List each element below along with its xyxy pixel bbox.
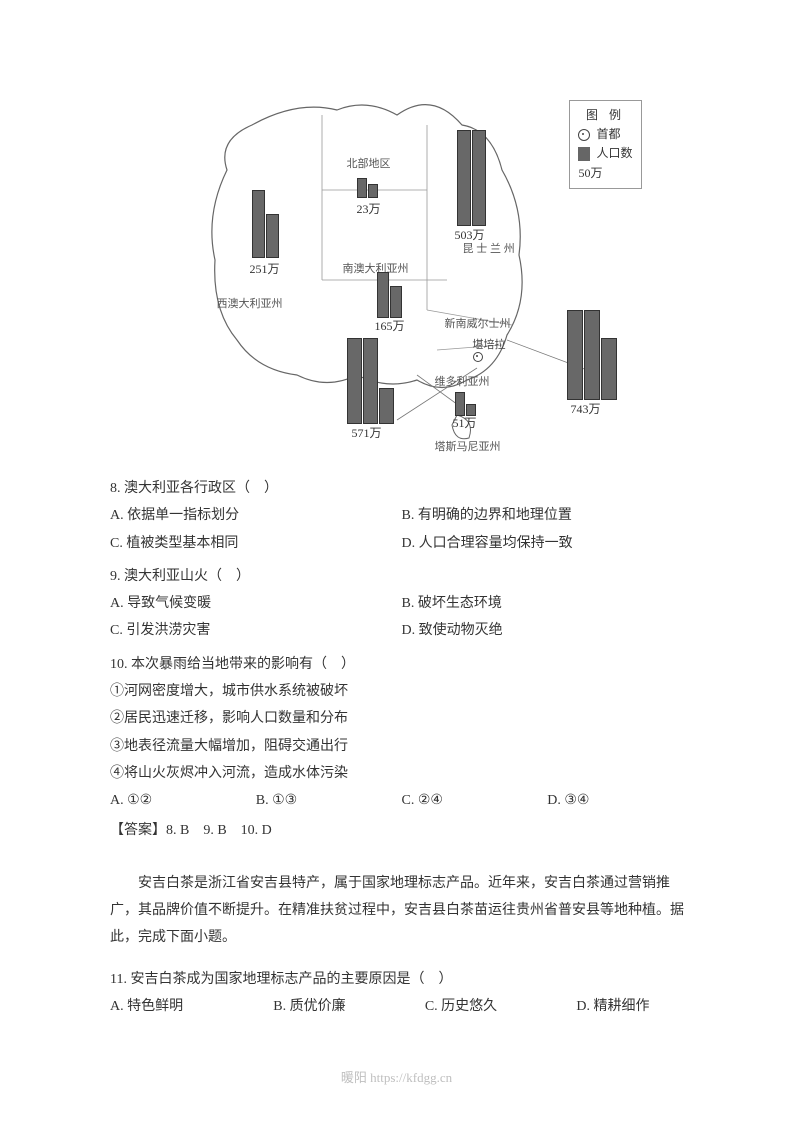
q10-opt-d: D. ③④ bbox=[547, 787, 693, 814]
population-bar bbox=[357, 178, 367, 198]
q10-item-3: ③地表径流量大幅增加，阻碍交通出行 bbox=[110, 733, 693, 760]
question-9: 9. 澳大利亚山火（ ） A. 导致气候变暖 B. 破坏生态环境 C. 引发洪涝… bbox=[110, 563, 693, 645]
population-bar bbox=[457, 130, 471, 226]
q9-opt-b: B. 破坏生态环境 bbox=[402, 590, 694, 617]
capital-icon bbox=[578, 129, 590, 141]
population-bar-group bbox=[347, 338, 394, 424]
q11-opt-c: C. 历史悠久 bbox=[425, 993, 577, 1020]
q10-item-4: ④将山火灰烬冲入河流，造成水体污染 bbox=[110, 760, 693, 787]
population-bar bbox=[455, 392, 465, 416]
passage-anji: 安吉白茶是浙江省安吉县特产，属于国家地理标志产品。近年来，安吉白茶通过营销推广，… bbox=[110, 870, 693, 952]
q10-item-2: ②居民迅速迁移，影响人口数量和分布 bbox=[110, 705, 693, 732]
population-value: 51万 bbox=[453, 414, 477, 431]
population-bar-group bbox=[357, 178, 378, 198]
legend-capital-label: 首都 bbox=[596, 125, 620, 144]
population-bar bbox=[567, 310, 583, 400]
population-bar bbox=[390, 286, 402, 318]
population-bar bbox=[347, 338, 362, 424]
population-value: 571万 bbox=[352, 424, 382, 441]
q9-opt-c: C. 引发洪涝灾害 bbox=[110, 617, 402, 644]
legend-title: 图 例 bbox=[578, 106, 632, 125]
capital-name: 堪培拉 bbox=[473, 339, 506, 351]
region-label: 西澳大利亚州 bbox=[217, 295, 283, 311]
legend-pop-label: 人口数 bbox=[596, 144, 632, 163]
population-bar-group bbox=[567, 310, 617, 400]
q8-opt-d: D. 人口合理容量均保持一致 bbox=[402, 530, 694, 557]
population-value: 23万 bbox=[357, 200, 381, 217]
population-bar bbox=[472, 130, 486, 226]
population-value: 743万 bbox=[571, 400, 601, 417]
q11-opt-d: D. 精耕细作 bbox=[576, 993, 693, 1020]
q10-stem: 10. 本次暴雨给当地带来的影响有（ ） bbox=[110, 651, 693, 678]
population-bar bbox=[252, 190, 265, 258]
population-value: 251万 bbox=[250, 260, 280, 277]
q11-opt-b: B. 质优价廉 bbox=[273, 993, 425, 1020]
answers-8-10: 【答案】8. B 9. B 10. D bbox=[110, 817, 693, 844]
q11-stem: 11. 安吉白茶成为国家地理标志产品的主要原因是（ ） bbox=[110, 966, 693, 993]
population-bar-group bbox=[252, 190, 279, 258]
region-label: 北部地区 bbox=[347, 155, 391, 171]
australia-map: 图 例 首都 人口数 50万 堪培拉 北部地区23万西澳大利亚州251万南澳大利… bbox=[157, 70, 647, 460]
population-bar bbox=[266, 214, 279, 258]
page-footer: 暖阳 https://kfdgg.cn bbox=[0, 1067, 793, 1086]
q11-opt-a: A. 特色鲜明 bbox=[110, 993, 273, 1020]
region-label: 新南威尔士州 bbox=[445, 315, 511, 331]
question-10: 10. 本次暴雨给当地带来的影响有（ ） ①河网密度增大，城市供水系统被破坏 ②… bbox=[110, 651, 693, 844]
population-bar bbox=[601, 338, 617, 400]
question-8: 8. 澳大利亚各行政区（ ） A. 依据单一指标划分 B. 有明确的边界和地理位… bbox=[110, 475, 693, 557]
q9-stem: 9. 澳大利亚山火（ ） bbox=[110, 563, 693, 590]
population-bar bbox=[379, 388, 394, 424]
capital-marker: 堪培拉 bbox=[473, 336, 506, 365]
q8-opt-c: C. 植被类型基本相同 bbox=[110, 530, 402, 557]
region-label: 塔斯马尼亚州 bbox=[435, 438, 501, 454]
population-bar bbox=[368, 184, 378, 198]
q10-opt-c: C. ②④ bbox=[402, 787, 548, 814]
capital-dot-icon bbox=[473, 352, 483, 362]
question-11: 11. 安吉白茶成为国家地理标志产品的主要原因是（ ） A. 特色鲜明 B. 质… bbox=[110, 966, 693, 1021]
map-legend: 图 例 首都 人口数 50万 bbox=[569, 100, 641, 189]
bar-icon bbox=[578, 147, 590, 161]
q8-opt-a: A. 依据单一指标划分 bbox=[110, 502, 402, 529]
region-label: 维多利亚州 bbox=[435, 373, 490, 389]
population-bar-group bbox=[377, 272, 402, 318]
population-value: 165万 bbox=[375, 317, 405, 334]
population-bar bbox=[363, 338, 378, 424]
legend-scale: 50万 bbox=[578, 164, 632, 183]
q10-opt-a: A. ①② bbox=[110, 787, 256, 814]
population-bar-group bbox=[455, 392, 476, 416]
q9-opt-d: D. 致使动物灭绝 bbox=[402, 617, 694, 644]
population-bar bbox=[377, 272, 389, 318]
population-bar-group bbox=[457, 130, 486, 226]
q9-opt-a: A. 导致气候变暖 bbox=[110, 590, 402, 617]
q8-opt-b: B. 有明确的边界和地理位置 bbox=[402, 502, 694, 529]
q8-stem: 8. 澳大利亚各行政区（ ） bbox=[110, 475, 693, 502]
q10-item-1: ①河网密度增大，城市供水系统被破坏 bbox=[110, 678, 693, 705]
population-bar bbox=[584, 310, 600, 400]
population-value: 503万 bbox=[455, 226, 485, 243]
q10-opt-b: B. ①③ bbox=[256, 787, 402, 814]
